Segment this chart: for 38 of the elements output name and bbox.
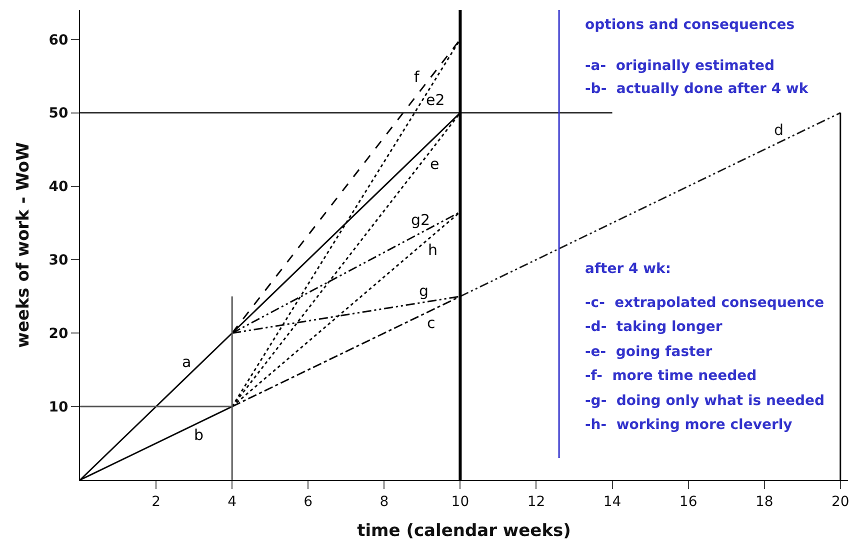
- y-tick-label: 40: [48, 179, 68, 196]
- annotation: after 4 wk:: [585, 261, 671, 277]
- annotation: -f- more time needed: [585, 368, 757, 384]
- series-label: g: [419, 282, 429, 300]
- y-axis-title: weeks of work - WoW: [13, 142, 34, 348]
- x-tick-label: 16: [679, 494, 698, 510]
- y-tick-label: 30: [48, 252, 68, 269]
- annotation: -c- extrapolated consequence: [585, 295, 824, 311]
- annotation: -d- taking longer: [585, 319, 722, 335]
- x-tick-label: 6: [304, 494, 313, 510]
- series-label: e2: [426, 91, 445, 109]
- annotation: -g- doing only what is needed: [585, 393, 824, 409]
- x-tick-label: 20: [831, 494, 850, 510]
- y-tick-label: 20: [48, 326, 68, 342]
- annotation: options and consequences: [585, 17, 795, 33]
- series-label: f: [414, 68, 420, 86]
- annotation: -a- originally estimated: [585, 58, 775, 74]
- series-label: b: [194, 426, 204, 444]
- series-label: c: [427, 314, 436, 332]
- y-tick-label: 60: [48, 32, 68, 48]
- annotation: -e- going faster: [585, 344, 712, 360]
- series-label: d: [774, 121, 784, 139]
- annotation: -h- working more cleverly: [585, 417, 792, 433]
- x-axis-title: time (calendar weeks): [357, 521, 571, 542]
- x-tick-label: 2: [152, 494, 160, 510]
- x-tick-label: 10: [451, 494, 470, 510]
- series-label: h: [428, 241, 438, 259]
- y-tick-label: 10: [48, 399, 68, 416]
- y-tick-label: 50: [48, 106, 68, 122]
- annotation: -b- actually done after 4 wk: [585, 81, 809, 97]
- series-label: e: [430, 155, 440, 173]
- x-tick-label: 4: [228, 494, 237, 510]
- x-tick-label: 12: [527, 494, 546, 510]
- x-tick-label: 18: [755, 494, 774, 510]
- series-label: g2: [411, 211, 430, 229]
- series-label: a: [182, 353, 192, 371]
- x-tick-label: 14: [603, 494, 622, 510]
- x-tick-label: 8: [380, 494, 389, 510]
